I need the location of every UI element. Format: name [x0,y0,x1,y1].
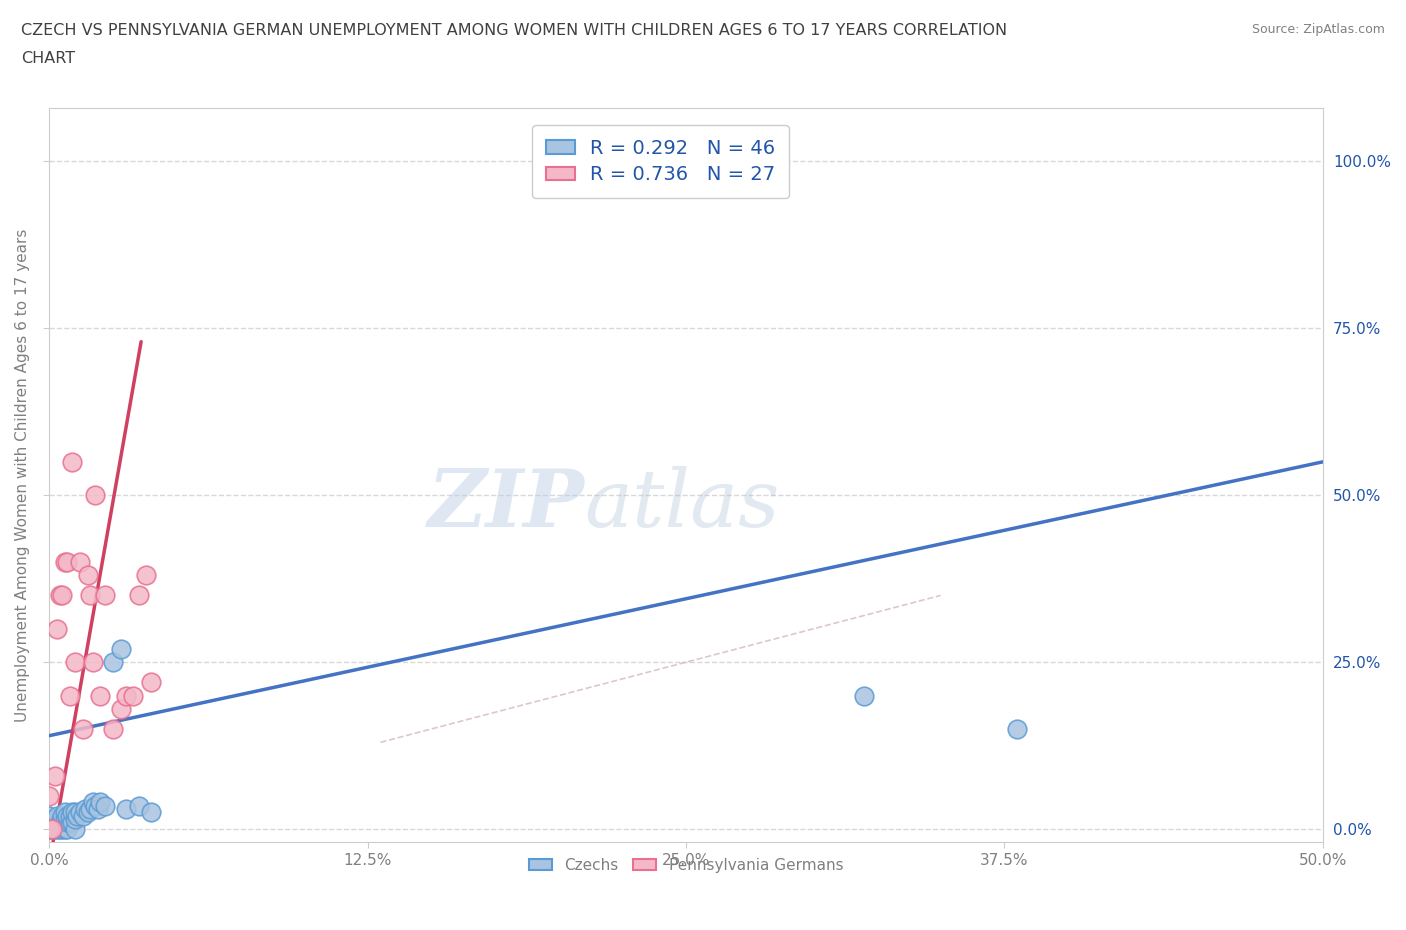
Point [72,722,94,737]
Point [128,588,150,603]
Point [75,802,97,817]
Point [63,805,86,820]
Point [51,808,73,823]
Point [128,798,150,813]
Point [141,675,163,690]
Point [79,802,101,817]
Point [114,688,136,703]
Point [89,795,111,810]
Text: Source: ZipAtlas.com: Source: ZipAtlas.com [1251,23,1385,36]
Text: CHART: CHART [21,51,75,66]
Point [82,655,104,670]
Point [51,588,73,603]
Point [46,815,69,830]
Point [53,554,76,569]
Point [44,812,66,827]
Text: atlas: atlas [583,466,779,543]
Point [60,455,83,470]
Point [41,815,63,830]
Point [63,812,86,827]
Legend: Czechs, Pennsylvania Germans: Czechs, Pennsylvania Germans [523,852,849,879]
Point [56,554,79,569]
Point [114,802,136,817]
Point [72,808,94,823]
Point [82,795,104,810]
Point [76,805,98,820]
Point [59,808,82,823]
Point [53,822,76,837]
Point [59,815,82,830]
Point [101,722,124,737]
Point [60,805,83,820]
Point [46,621,69,636]
Point [51,822,73,837]
Point [38,815,60,830]
Point [84,488,107,503]
Point [59,688,82,703]
Point [94,798,117,813]
Point [44,822,66,837]
Point [110,642,132,657]
Point [44,768,66,783]
Point [56,815,79,830]
Point [41,822,63,837]
Point [89,688,111,703]
Point [38,808,60,823]
Point [60,815,83,830]
Point [94,588,117,603]
Point [46,822,69,837]
Point [53,805,76,820]
Point [56,808,79,823]
Point [79,588,101,603]
Point [69,554,91,569]
Point [51,815,73,830]
Text: ZIP: ZIP [427,466,583,543]
Point [135,568,157,583]
Point [48,815,70,830]
Point [46,808,69,823]
Point [41,822,63,837]
Point [141,805,163,820]
Point [76,568,98,583]
Point [853,688,876,703]
Point [48,588,70,603]
Point [87,802,110,817]
Point [53,812,76,827]
Point [48,822,70,837]
Text: CZECH VS PENNSYLVANIA GERMAN UNEMPLOYMENT AMONG WOMEN WITH CHILDREN AGES 6 TO 17: CZECH VS PENNSYLVANIA GERMAN UNEMPLOYMEN… [21,23,1007,38]
Point [38,822,60,837]
Y-axis label: Unemployment Among Women with Children Ages 6 to 17 years: Unemployment Among Women with Children A… [15,229,30,722]
Point [110,701,132,716]
Point [1005,722,1028,737]
Point [101,655,124,670]
Point [69,805,91,820]
Point [84,798,107,813]
Point [63,822,86,837]
Point [66,808,89,823]
Point [56,822,79,837]
Point [38,822,60,837]
Point [63,655,86,670]
Point [38,789,60,804]
Point [122,688,145,703]
